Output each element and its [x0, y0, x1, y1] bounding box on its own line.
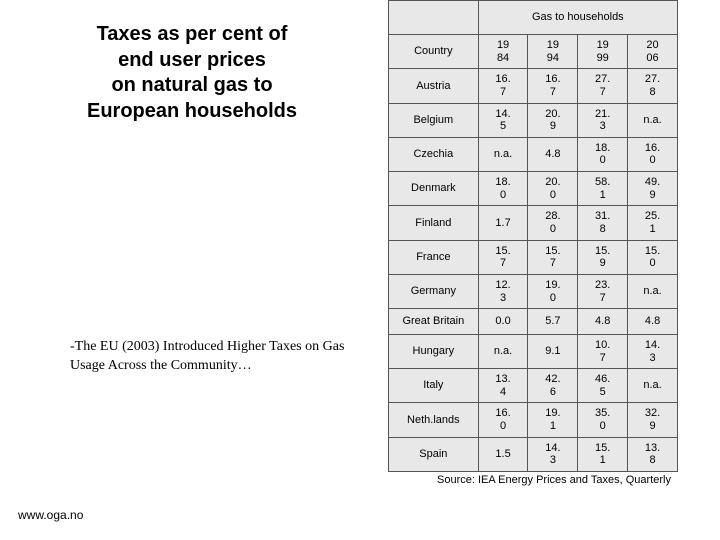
row-label: Hungary	[389, 334, 479, 368]
cell-value: 49.9	[628, 172, 678, 206]
cell-value: 20.9	[528, 103, 578, 137]
cell-value: 27.7	[578, 69, 628, 103]
row-label: Austria	[389, 69, 479, 103]
row-label: Spain	[389, 437, 479, 471]
cell-value: 14.5	[478, 103, 528, 137]
title-line-4: European households	[87, 100, 297, 122]
row-label: Finland	[389, 206, 479, 240]
cell-value: 4.8	[528, 137, 578, 171]
cell-value: 4.8	[578, 309, 628, 335]
cell-value: 16.7	[528, 69, 578, 103]
cell-value: 27.8	[628, 69, 678, 103]
cell-value: n.a.	[628, 103, 678, 137]
table-row: Belgium14.520.921.3n.a.	[389, 103, 678, 137]
cell-value: 28.0	[528, 206, 578, 240]
cell-value: 58.1	[578, 172, 628, 206]
cell-value: 20.0	[528, 172, 578, 206]
table-row: Czechian.a.4.818.016.0	[389, 137, 678, 171]
cell-value: 16.7	[478, 69, 528, 103]
cell-value: 18.0	[478, 172, 528, 206]
cell-value: n.a.	[478, 334, 528, 368]
cell-value: 35.0	[578, 403, 628, 437]
title-line-3: on natural gas to	[111, 74, 272, 96]
tax-table: Gas to households Country 1984 1994 1999…	[388, 0, 678, 472]
title-line-1: Taxes as per cent of	[97, 23, 288, 45]
cell-value: 42.6	[528, 369, 578, 403]
row-label: Belgium	[389, 103, 479, 137]
page-title: Taxes as per cent of end user prices on …	[12, 22, 372, 124]
cell-value: 13.8	[628, 437, 678, 471]
cell-value: 5.7	[528, 309, 578, 335]
cell-value: 16.0	[628, 137, 678, 171]
cell-value: 1.7	[478, 206, 528, 240]
cell-value: 15.7	[478, 240, 528, 274]
row-label: Denmark	[389, 172, 479, 206]
row-label: Great Britain	[389, 309, 479, 335]
cell-value: 21.3	[578, 103, 628, 137]
row-label: France	[389, 240, 479, 274]
cell-value: 0.0	[478, 309, 528, 335]
cell-value: 25.1	[628, 206, 678, 240]
cell-value: n.a.	[628, 369, 678, 403]
cell-value: 46.5	[578, 369, 628, 403]
cell-value: 15.9	[578, 240, 628, 274]
cell-value: 16.0	[478, 403, 528, 437]
cell-value: 19.1	[528, 403, 578, 437]
table-header-year: 2006	[628, 35, 678, 69]
table-blank-header	[389, 1, 479, 35]
cell-value: 15.0	[628, 240, 678, 274]
cell-value: 19.0	[528, 274, 578, 308]
cell-value: 15.7	[528, 240, 578, 274]
source-citation: Source: IEA Energy Prices and Taxes, Qua…	[388, 474, 720, 486]
footer-url: www.oga.no	[18, 508, 83, 522]
cell-value: 31.8	[578, 206, 628, 240]
subheading: -The EU (2003) Introduced Higher Taxes o…	[70, 338, 360, 376]
table-header-country: Country	[389, 35, 479, 69]
cell-value: 13.4	[478, 369, 528, 403]
table-row: Italy13.442.646.5n.a.	[389, 369, 678, 403]
row-label: Neth.lands	[389, 403, 479, 437]
cell-value: n.a.	[478, 137, 528, 171]
table-header-year: 1999	[578, 35, 628, 69]
table-row: Finland1.728.031.825.1	[389, 206, 678, 240]
table-row: Great Britain0.05.74.84.8	[389, 309, 678, 335]
row-label: Italy	[389, 369, 479, 403]
table-row: Denmark18.020.058.149.9	[389, 172, 678, 206]
table-row: Austria16.716.727.727.8	[389, 69, 678, 103]
table-row: Hungaryn.a.9.110.714.3	[389, 334, 678, 368]
table-header-year: 1984	[478, 35, 528, 69]
cell-value: 32.9	[628, 403, 678, 437]
table-category-header: Gas to households	[478, 1, 677, 35]
table-row: France15.715.715.915.0	[389, 240, 678, 274]
row-label: Czechia	[389, 137, 479, 171]
cell-value: 14.3	[628, 334, 678, 368]
table-header-year: 1994	[528, 35, 578, 69]
cell-value: 12.3	[478, 274, 528, 308]
table-row: Germany12.319.023.7n.a.	[389, 274, 678, 308]
cell-value: 14.3	[528, 437, 578, 471]
cell-value: 10.7	[578, 334, 628, 368]
cell-value: 9.1	[528, 334, 578, 368]
cell-value: 18.0	[578, 137, 628, 171]
table-row: Spain1.514.315.113.8	[389, 437, 678, 471]
table-row: Neth.lands16.019.135.032.9	[389, 403, 678, 437]
cell-value: 15.1	[578, 437, 628, 471]
cell-value: n.a.	[628, 274, 678, 308]
cell-value: 23.7	[578, 274, 628, 308]
cell-value: 1.5	[478, 437, 528, 471]
title-line-2: end user prices	[118, 49, 266, 71]
row-label: Germany	[389, 274, 479, 308]
cell-value: 4.8	[628, 309, 678, 335]
